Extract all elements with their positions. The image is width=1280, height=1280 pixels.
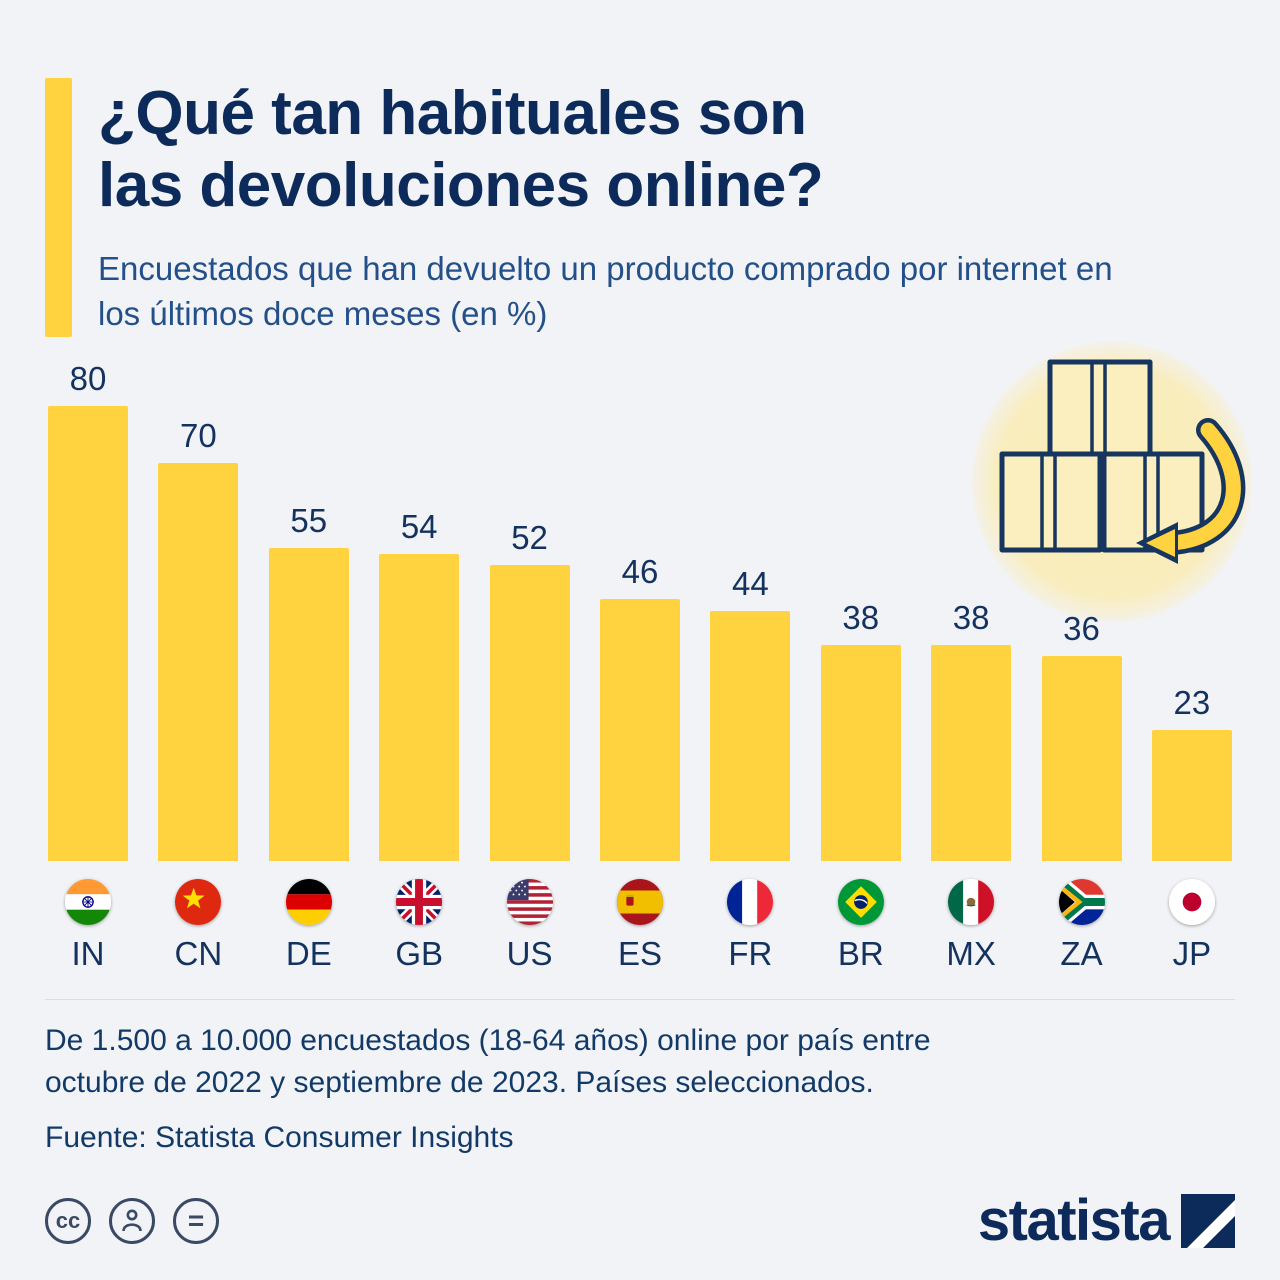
bar-column-in: 80 IN bbox=[45, 360, 131, 973]
bar-column-za: 36 ZA bbox=[1039, 610, 1125, 973]
bar-value-label: 38 bbox=[952, 598, 990, 636]
bar bbox=[931, 644, 1012, 861]
country-code-label: US bbox=[506, 934, 553, 972]
bar bbox=[489, 564, 570, 861]
bar-column-de: 55 DE bbox=[266, 502, 352, 973]
attribution-icon[interactable] bbox=[109, 1197, 155, 1244]
title-accent-bar bbox=[45, 78, 72, 337]
footer-note: De 1.500 a 10.000 encuestados (18-64 año… bbox=[45, 998, 1235, 1160]
flag-za-icon bbox=[1058, 878, 1105, 925]
bar-value-label: 52 bbox=[511, 518, 548, 556]
bar-column-es: 46 ES bbox=[597, 553, 683, 973]
flag-us-icon bbox=[506, 878, 553, 925]
flag-gb-icon bbox=[396, 878, 443, 925]
license-icons: cc = bbox=[45, 1197, 219, 1244]
bar bbox=[710, 610, 791, 861]
footnote-line1: De 1.500 a 10.000 encuestados (18-64 año… bbox=[45, 1023, 931, 1057]
bar bbox=[158, 462, 239, 861]
bar bbox=[599, 598, 680, 861]
bar-value-label: 54 bbox=[400, 507, 438, 545]
country-code-label: IN bbox=[71, 934, 105, 972]
cc-icon-label: cc bbox=[55, 1207, 81, 1233]
package-boxes-icon bbox=[999, 359, 1246, 564]
country-code-label: GB bbox=[395, 934, 444, 972]
country-code-label: ES bbox=[617, 934, 662, 972]
bar-value-label: 80 bbox=[69, 359, 107, 397]
cc-icon[interactable]: cc bbox=[45, 1197, 91, 1244]
bar-column-gb: 54 GB bbox=[376, 508, 462, 973]
bar-column-cn: 70 CN bbox=[155, 417, 241, 973]
chart-section: 80 IN 70 CN 55 DE 54 GB 52 US 46 ES 44 FR 38 BR 38 MX 36 ZA… bbox=[0, 360, 1280, 973]
flag-mx-icon bbox=[948, 878, 995, 925]
country-code-label: BR bbox=[837, 934, 884, 972]
bar-column-us: 52 US bbox=[487, 519, 573, 973]
flag-cn-icon bbox=[175, 878, 222, 925]
bar bbox=[268, 547, 349, 861]
page-title-line2: las devoluciones online? bbox=[98, 150, 824, 220]
bar-value-label: 44 bbox=[731, 564, 769, 602]
bar-column-br: 38 BR bbox=[818, 599, 904, 973]
return-arrow-icon bbox=[1136, 418, 1246, 564]
bottom-row: cc = statista bbox=[45, 1187, 1235, 1254]
bar-value-label: 70 bbox=[180, 416, 217, 454]
country-code-label: ZA bbox=[1060, 934, 1103, 972]
bar-value-label: 55 bbox=[290, 501, 328, 539]
statista-logo[interactable]: statista bbox=[978, 1187, 1235, 1254]
equals-icon-label: = bbox=[187, 1204, 205, 1236]
country-code-label: DE bbox=[285, 934, 332, 972]
flag-jp-icon bbox=[1168, 878, 1215, 925]
statista-logo-mark-icon bbox=[1181, 1193, 1235, 1248]
page-title-line1: ¿Qué tan habituales son bbox=[98, 79, 807, 148]
bar-chart: 80 IN 70 CN 55 DE 54 GB 52 US 46 ES 44 FR 38 BR 38 MX 36 ZA… bbox=[45, 360, 1235, 973]
bar-value-label: 38 bbox=[842, 598, 880, 636]
footnote-line2: octubre de 2022 y septiembre de 2023. Pa… bbox=[45, 1066, 874, 1100]
flag-es-icon bbox=[616, 878, 663, 925]
bar-value-label: 36 bbox=[1063, 609, 1100, 647]
bar bbox=[379, 553, 460, 861]
flag-in-icon bbox=[65, 878, 111, 925]
bar-column-jp: 23 JP bbox=[1149, 684, 1235, 973]
bar bbox=[48, 405, 128, 861]
bar bbox=[1041, 655, 1122, 861]
bar-value-label: 23 bbox=[1173, 683, 1211, 721]
flag-fr-icon bbox=[727, 878, 774, 925]
source-line: Fuente: Statista Consumer Insights bbox=[45, 1121, 514, 1155]
country-code-label: MX bbox=[946, 934, 996, 972]
bar-column-mx: 38 MX bbox=[928, 599, 1014, 973]
page-subtitle: Encuestados que han devuelto un producto… bbox=[98, 249, 1113, 333]
country-code-label: FR bbox=[728, 934, 773, 972]
statista-logo-text: statista bbox=[977, 1188, 1171, 1253]
country-code-label: JP bbox=[1172, 934, 1212, 972]
bar bbox=[1151, 729, 1232, 861]
equals-icon[interactable]: = bbox=[173, 1197, 219, 1244]
bar-value-label: 46 bbox=[621, 552, 659, 590]
country-code-label: CN bbox=[174, 934, 223, 972]
flag-de-icon bbox=[285, 878, 332, 925]
flag-br-icon bbox=[837, 878, 884, 925]
header: ¿Qué tan habituales son las devoluciones… bbox=[0, 0, 1280, 337]
bar bbox=[820, 644, 901, 861]
bar-column-fr: 44 FR bbox=[707, 565, 793, 973]
packages-return-illustration bbox=[972, 342, 1252, 622]
page-title: ¿Qué tan habituales son las devoluciones… bbox=[98, 78, 1118, 222]
